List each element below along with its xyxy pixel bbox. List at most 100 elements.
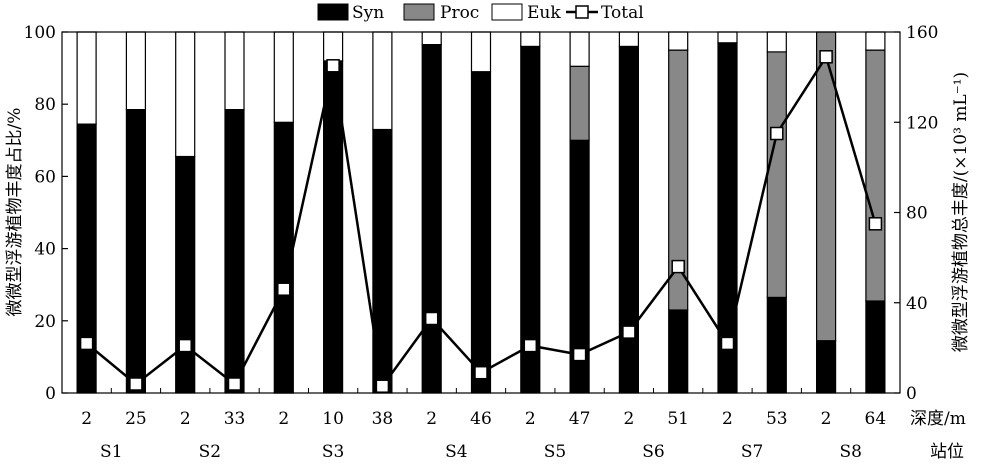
x-tick-label-depth-1: 25 <box>125 409 147 429</box>
bar-syn-1 <box>125 108 147 394</box>
bar-euk-6 <box>372 31 393 131</box>
bar-euk-0 <box>76 31 97 125</box>
total-line-layer <box>79 50 883 393</box>
bar-syn-7 <box>421 43 442 394</box>
y-axis-title-right: 微微型浮游植物总丰度/(×10³ mL⁻¹) <box>951 72 971 352</box>
x-station-label-S3: S3 <box>322 442 344 462</box>
x-tick-label-depth-0: 2 <box>81 409 92 429</box>
x-axis-title-depth: 深度/m <box>910 409 966 429</box>
x-tick-label-depth-4: 2 <box>278 409 289 429</box>
bar-syn-3 <box>224 108 245 394</box>
total-point-15 <box>819 50 833 64</box>
x-tick-label-depth-5: 10 <box>322 409 344 429</box>
y-tick-label-right-0: 0 <box>906 384 917 404</box>
y-tick-label-left-20: 20 <box>34 312 56 332</box>
legend-swatch-syn <box>317 3 349 21</box>
bar-euk-11 <box>618 31 640 47</box>
x-station-label-S7: S7 <box>741 442 763 462</box>
x-tick-label-depth-15: 2 <box>821 409 832 429</box>
y-tick-label-left-80: 80 <box>34 95 56 115</box>
bar-euk-5 <box>323 31 344 62</box>
total-point-13 <box>720 336 735 351</box>
x-tick-label-depth-7: 2 <box>426 409 437 429</box>
legend-label-euk: Euk <box>527 3 561 23</box>
y-tick-label-right-160: 160 <box>906 23 938 43</box>
bar-euk-12 <box>668 31 689 51</box>
x-tick-label-depth-6: 38 <box>372 409 394 429</box>
y-tick-label-right-40: 40 <box>906 294 928 314</box>
x-station-label-S1: S1 <box>100 442 122 462</box>
bar-syn-12 <box>668 309 689 394</box>
legend-marker-total <box>575 5 589 19</box>
legend-label-total: Total <box>601 3 644 23</box>
total-point-6 <box>375 379 390 393</box>
x-station-label-S6: S6 <box>642 442 664 462</box>
x-tick-label-depth-9: 2 <box>525 409 536 429</box>
x-axis-title-station: 站位 <box>930 442 964 462</box>
legend-swatch-proc <box>403 3 435 21</box>
x-tick-label-depth-11: 2 <box>623 409 634 429</box>
bar-syn-11 <box>618 45 640 394</box>
bars-layer <box>76 31 886 394</box>
bar-euk-9 <box>520 31 541 47</box>
total-point-9 <box>523 338 538 353</box>
total-point-11 <box>622 325 636 339</box>
y-tick-label-right-120: 120 <box>906 113 938 133</box>
x-tick-label-depth-13: 2 <box>722 409 733 429</box>
total-point-1 <box>129 377 143 391</box>
legend-label-syn: Syn <box>352 3 384 23</box>
x-tick-label-depth-14: 53 <box>766 409 788 429</box>
x-station-label-S4: S4 <box>445 442 467 462</box>
x-station-label-S8: S8 <box>839 442 861 462</box>
bar-euk-13 <box>717 31 738 44</box>
x-tick-label-depth-3: 33 <box>224 409 246 429</box>
bar-syn-15 <box>815 340 837 394</box>
y-tick-label-left-60: 60 <box>34 167 56 187</box>
bar-euk-7 <box>421 31 442 46</box>
bar-syn-6 <box>372 128 393 394</box>
total-point-7 <box>424 311 439 326</box>
total-point-8 <box>474 365 488 380</box>
x-tick-label-depth-10: 47 <box>569 409 591 429</box>
bar-euk-16 <box>865 31 886 51</box>
total-point-0 <box>79 336 94 351</box>
x-station-label-S5: S5 <box>544 442 566 462</box>
bar-syn-0 <box>76 123 97 394</box>
bar-syn-8 <box>470 71 492 394</box>
y-tick-label-left-0: 0 <box>45 384 56 404</box>
legend-swatch-euk <box>491 3 523 21</box>
legend-label-proc: Proc <box>440 3 479 23</box>
bar-euk-10 <box>569 31 590 67</box>
total-point-2 <box>178 338 192 353</box>
x-tick-label-depth-12: 51 <box>667 409 689 429</box>
bar-euk-4 <box>273 31 294 123</box>
y-tick-label-left-100: 100 <box>24 23 56 43</box>
bar-euk-2 <box>175 31 196 158</box>
total-point-5 <box>326 59 340 73</box>
legend: Syn Proc Euk Total <box>317 3 644 23</box>
bar-euk-14 <box>766 31 787 53</box>
y-tick-label-left-40: 40 <box>34 240 56 260</box>
total-point-14 <box>770 126 784 141</box>
axes-layer: 0 20 40 60 80 100 0 40 80 120 160 2 25 2 33 2 10 38 2 46 2 47… <box>24 23 939 462</box>
bar-proc-14 <box>766 51 787 299</box>
bar-syn-14 <box>766 296 787 394</box>
bar-euk-8 <box>470 31 492 73</box>
x-tick-label-depth-16: 64 <box>865 409 887 429</box>
y-axis-title-left: 微微型浮游植物丰度占比/% <box>5 108 25 317</box>
bar-proc-16 <box>865 49 886 302</box>
total-point-10 <box>572 347 587 362</box>
bar-proc-10 <box>569 65 590 141</box>
x-station-label-S2: S2 <box>199 442 221 462</box>
total-point-3 <box>227 377 242 391</box>
y-tick-label-right-80: 80 <box>906 204 928 224</box>
total-point-12 <box>671 259 685 274</box>
total-point-16 <box>868 217 883 231</box>
x-tick-label-depth-8: 46 <box>470 409 492 429</box>
bar-syn-2 <box>175 155 196 394</box>
total-point-4 <box>277 282 291 296</box>
bar-euk-1 <box>125 31 147 111</box>
bar-euk-3 <box>224 31 245 111</box>
x-tick-label-depth-2: 2 <box>180 409 191 429</box>
